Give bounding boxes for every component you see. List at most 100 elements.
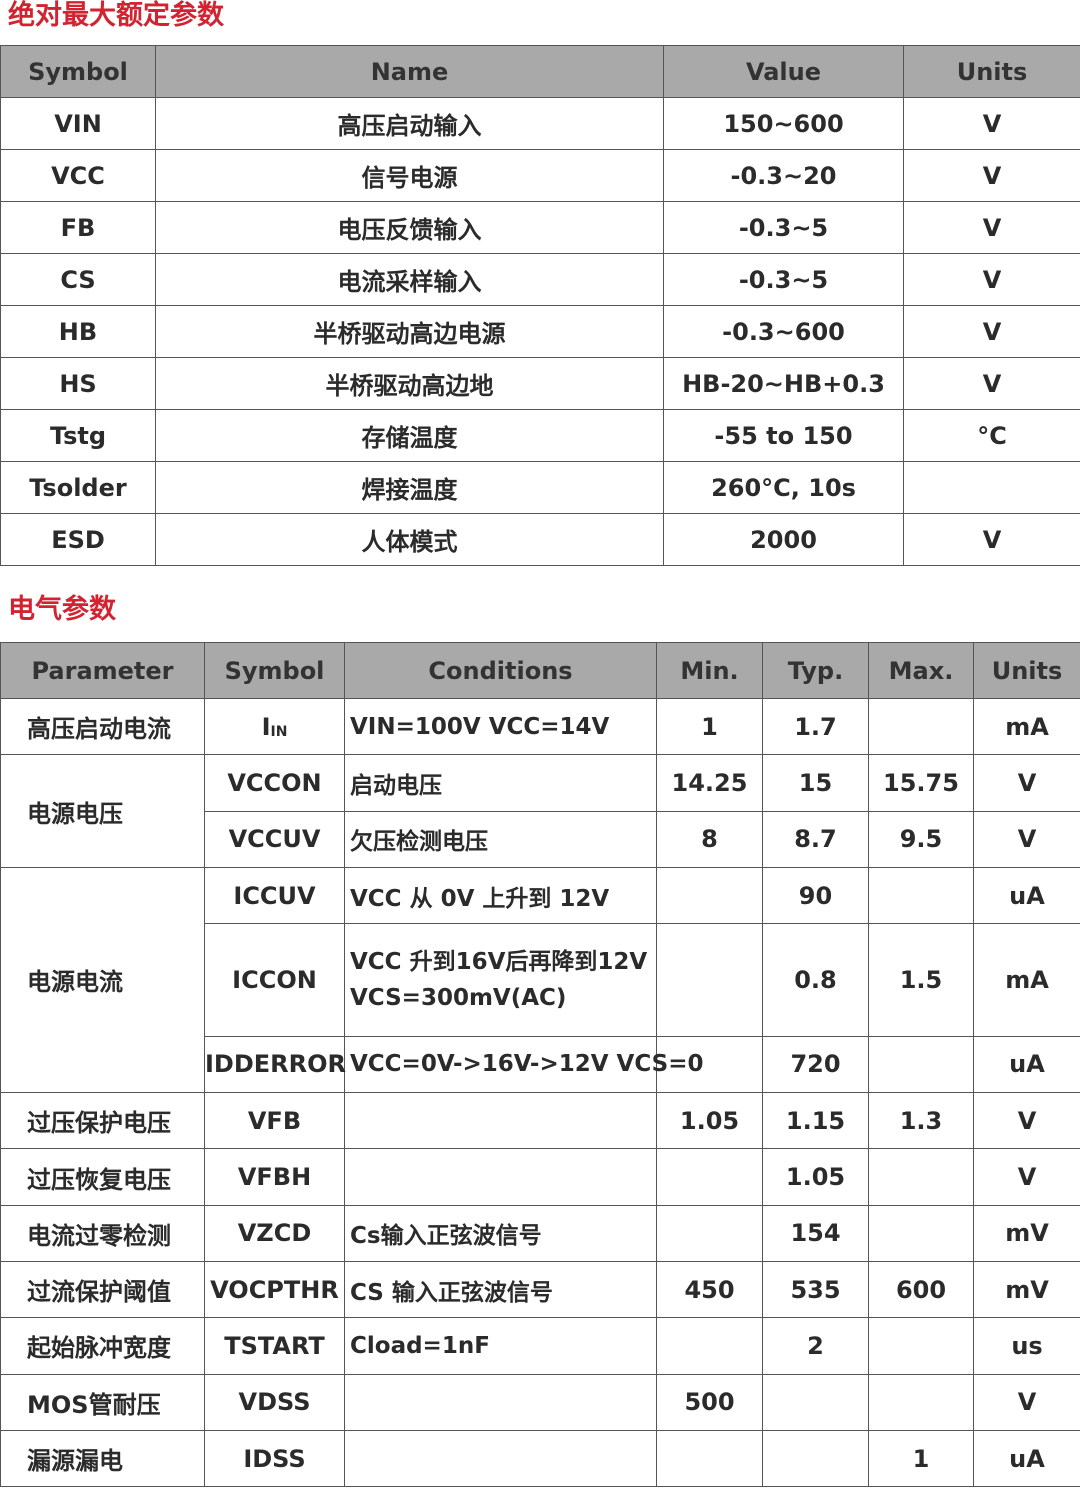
cell-units: mV [973,1204,1080,1262]
electrical-params-table: Parameter Symbol Conditions Min. Typ. Max. Uni… [0,642,1080,1488]
cell-units: uA [973,866,1080,925]
cell-units: mA [973,923,1080,1037]
table-row: 高压启动电流 IIN VIN=100V VCC=14V 1 1.7 mA [0,697,1080,756]
cell-conditions: CS 输入正弦波信号 [344,1260,657,1319]
cell-units: V [973,1092,1080,1150]
cell-min [656,1317,763,1375]
cell-max [868,1373,974,1431]
cell-symbol: VDSS [204,1373,345,1431]
cell-value: 150~600 [663,97,904,150]
cell-units: V [903,513,1080,566]
cell-typ: 8.7 [762,810,869,868]
cell-min [656,923,763,1037]
section-title-absolute-max-ratings: 绝对最大额定参数 [8,0,224,31]
cell-units: V [973,810,1080,868]
cell-units: V [903,305,1080,358]
cell-symbol: IDDERROR [204,1035,346,1094]
cell-value: -0.3~5 [663,253,904,306]
table-row: CS 电流采样输入 -0.3~5 V [0,253,1080,306]
conditions-line: VCS=300mV(AC) [350,984,567,1011]
cell-value: -0.3~600 [663,305,904,358]
cell-value: -0.3~20 [663,149,904,202]
cell-units: V [973,1148,1080,1206]
header-units: Units [973,642,1080,699]
cell-max [868,1035,974,1094]
cell-max: 15.75 [868,754,974,812]
header-value: Value [663,45,904,98]
header-parameter: Parameter [0,642,205,699]
table-row: 过压恢复电压 VFBH 1.05 V [0,1148,1080,1206]
table-row: 过流保护阈值 VOCPTHR CS 输入正弦波信号 450 535 600 mV [0,1260,1080,1319]
symbol-text: VZCD [237,1219,312,1248]
table-row: VCCUV 欠压检测电压 8 8.7 9.5 V [1,810,1080,868]
cell-conditions: VCC 从 0V 上升到 12V [344,866,657,925]
cell-typ [762,1429,869,1488]
header-typ: Typ. [762,642,869,699]
cell-max: 1.3 [868,1092,974,1150]
table-row: Tsolder 焊接温度 260°C, 10s [0,461,1080,514]
cell-symbol: IDSS [204,1429,345,1488]
cell-value: -0.3~5 [663,201,904,254]
cell-units: V [903,97,1080,150]
cell-units: V [973,754,1080,812]
cell-units: °C [903,409,1080,462]
cell-conditions: Cs输入正弦波信号 [344,1204,657,1262]
cell-max [868,1204,974,1262]
cell-symbol: HB [0,305,156,358]
header-min: Min. [656,642,763,699]
cell-units: V [903,357,1080,410]
cell-symbol: TSTART [204,1317,345,1375]
symbol-text: ICCUV [233,881,316,910]
table-row: VCC 信号电源 -0.3~20 V [0,149,1080,202]
cell-symbol: VIN [0,97,156,150]
cell-conditions: VCC 升到16V后再降到12V VCS=300mV(AC) [344,923,657,1037]
cell-name: 信号电源 [155,149,664,202]
header-units: Units [903,45,1080,98]
cell-min: 500 [656,1373,763,1431]
cell-max: 600 [868,1260,974,1319]
cell-typ: 535 [762,1260,869,1319]
symbol-text: VCCUV [228,825,321,854]
cell-min: 8 [656,810,763,868]
cell-parameter: 过流保护阈值 [0,1260,205,1319]
symbol-text: VOCPTHR [210,1275,339,1304]
cell-units: V [903,149,1080,202]
cell-symbol: CS [0,253,156,306]
cell-max [868,1148,974,1206]
cell-symbol: FB [0,201,156,254]
cell-typ: 15 [762,754,869,812]
table-row: 过压保护电压 VFB 1.05 1.15 1.3 V [0,1092,1080,1150]
cell-typ [762,1373,869,1431]
cell-min [656,866,763,925]
cell-conditions [344,1148,657,1206]
cell-units: uA [973,1035,1080,1094]
header-max: Max. [868,642,974,699]
cell-value: 260°C, 10s [663,461,904,514]
cell-parameter: 过压恢复电压 [0,1148,205,1206]
cell-symbol: VFBH [204,1148,345,1206]
section-title-electrical-params: 电气参数 [8,594,116,625]
cell-typ: 1.15 [762,1092,869,1150]
absolute-max-ratings-table: Symbol Name Value Units VIN 高压启动输入 150~600 V VC… [0,45,1080,566]
table-row: MOS管耐压 VDSS 500 V [0,1373,1080,1431]
cell-name: 半桥驱动高边电源 [155,305,664,358]
table-row: IDDERROR VCC=0V->16V->12V VCS=0 720 uA [1,1035,1080,1094]
table-row: ESD 人体模式 2000 V [0,513,1080,566]
cell-min: 1 [656,697,763,756]
cell-min: 450 [656,1260,763,1319]
table-row: 电流过零检测 VZCD Cs输入正弦波信号 154 mV [0,1204,1080,1262]
cell-min: 1.05 [656,1092,763,1150]
cell-symbol: ESD [0,513,156,566]
table-row: VIN 高压启动输入 150~600 V [0,97,1080,150]
table-row: 起始脉冲宽度 TSTART Cload=1nF 2 us [0,1317,1080,1375]
conditions-line: VCC 升到16V后再降到12V [350,948,648,975]
cell-units: V [973,1373,1080,1431]
cell-symbol: HS [0,357,156,410]
cell-units: mA [973,697,1080,756]
cell-max: 1 [868,1429,974,1488]
cell-parameter: 过压保护电压 [0,1092,205,1150]
cell-symbol: Tstg [0,409,156,462]
symbol-subscript: IN [270,723,288,740]
table-row: HB 半桥驱动高边电源 -0.3~600 V [0,305,1080,358]
cell-symbol: Tsolder [0,461,156,514]
